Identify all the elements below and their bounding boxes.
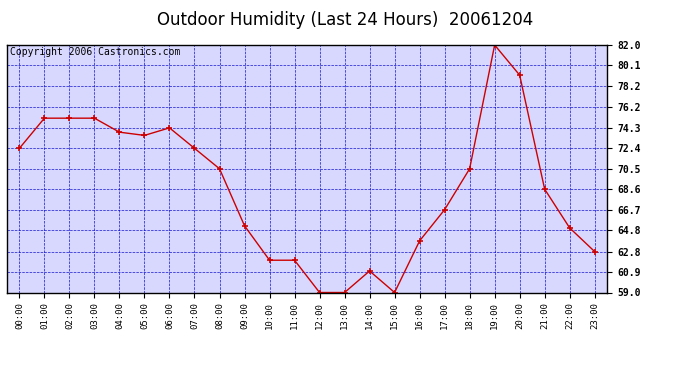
- Text: Outdoor Humidity (Last 24 Hours)  20061204: Outdoor Humidity (Last 24 Hours) 2006120…: [157, 11, 533, 29]
- Text: Copyright 2006 Castronics.com: Copyright 2006 Castronics.com: [10, 48, 180, 57]
